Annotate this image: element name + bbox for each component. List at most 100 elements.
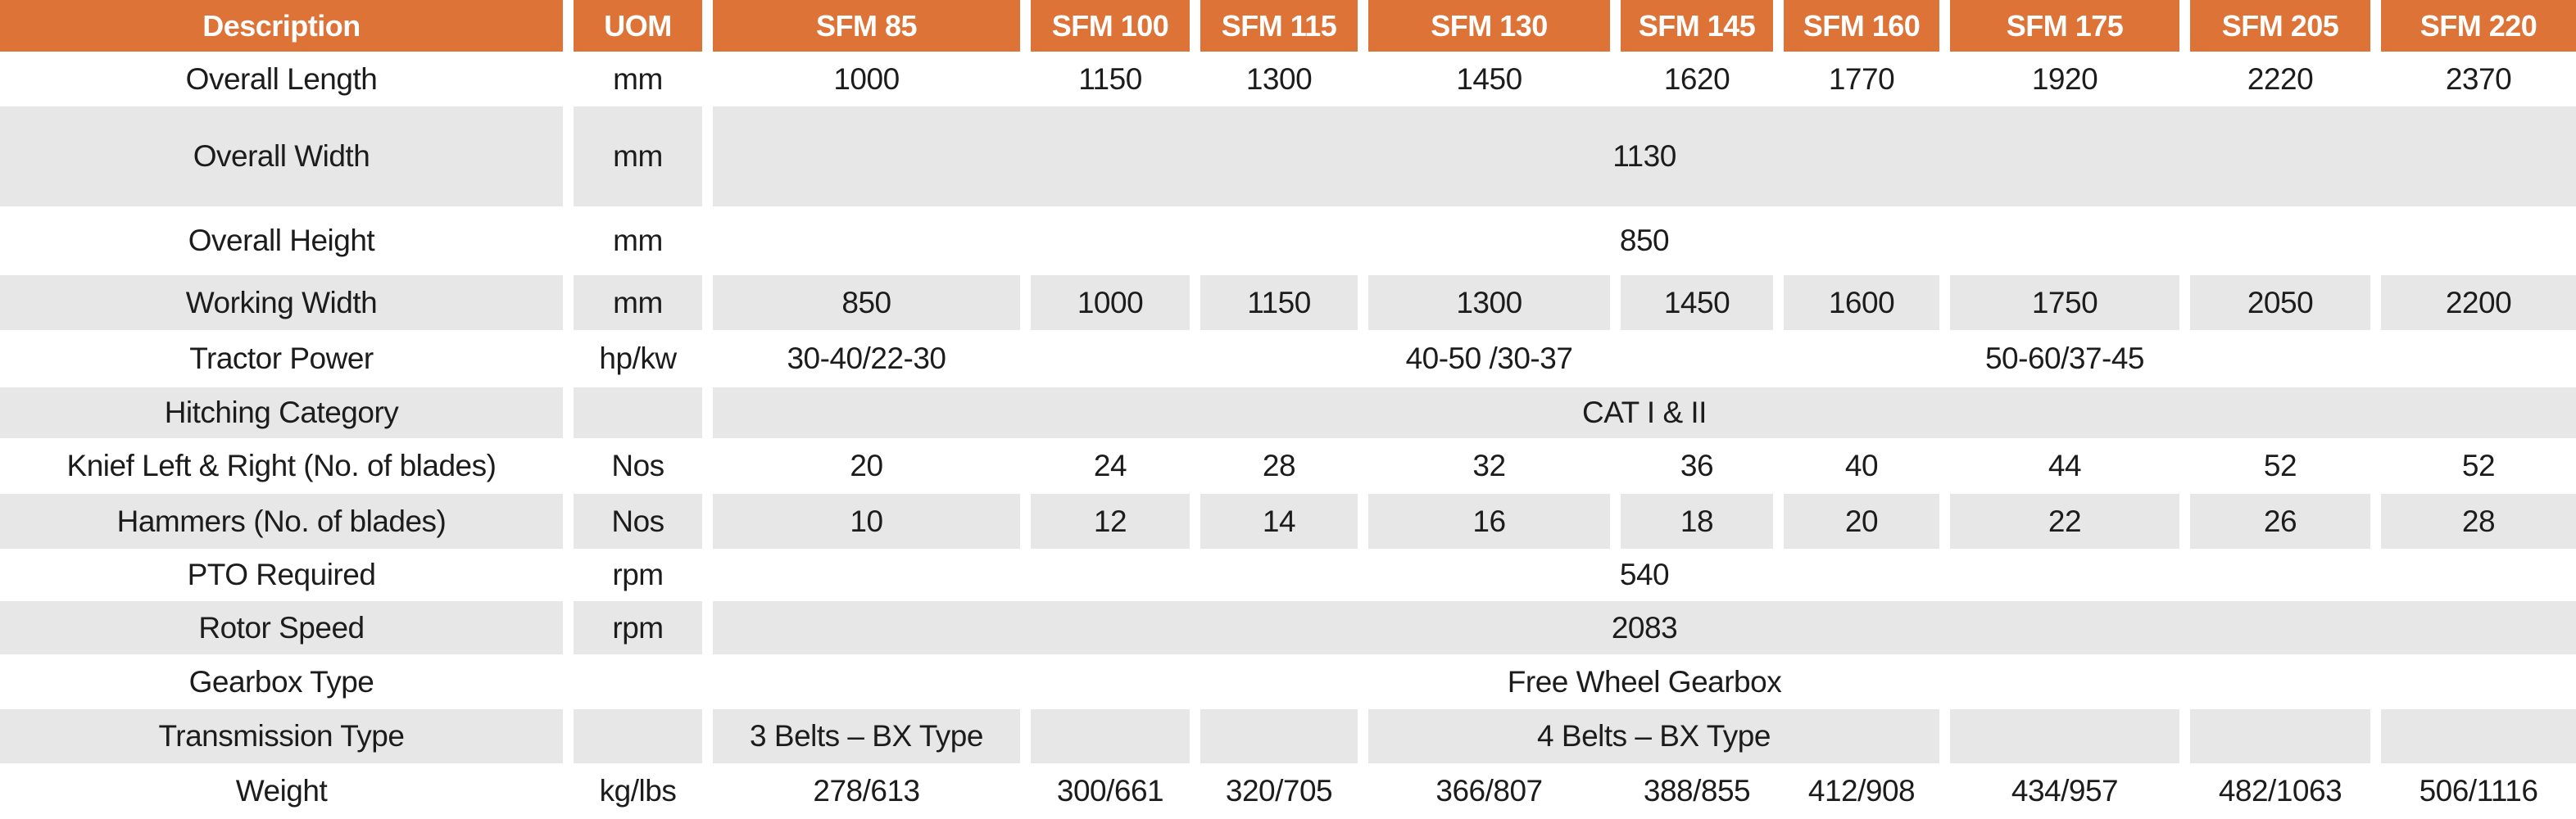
row-label: Overall Width [0, 106, 574, 206]
table-row-overall-height: Overall Height mm 850 [0, 206, 2576, 275]
spec-value-cell-merged: 1130 [713, 106, 2576, 206]
spec-value-cell [1200, 330, 1368, 387]
row-uom: Nos [574, 438, 713, 494]
spec-value-cell: 22 [1950, 494, 2190, 549]
col-header-description: Description [0, 0, 574, 52]
row-uom: rpm [574, 549, 713, 601]
spec-value-cell: 44 [1950, 438, 2190, 494]
spec-value-cell: 1300 [1200, 52, 1368, 106]
spec-value-cell: 506/1116 [2381, 763, 2576, 819]
spec-value-cell [1031, 709, 1200, 763]
spec-value-cell [1950, 709, 2190, 763]
col-header-sfm-220: SFM 220 [2381, 0, 2576, 52]
row-label: Weight [0, 763, 574, 819]
spec-value-cell-merged: 540 [713, 549, 2576, 601]
row-label: Transmission Type [0, 709, 574, 763]
table-row-weight: Weight kg/lbs 278/613 300/661 320/705 366/807… [0, 763, 2576, 819]
row-label: Hammers (No. of blades) [0, 494, 574, 549]
row-label: Working Width [0, 275, 574, 330]
col-header-sfm-145: SFM 145 [1621, 0, 1784, 52]
col-header-uom: UOM [574, 0, 713, 52]
spec-value-cell: 1150 [1200, 275, 1368, 330]
table-row-hammers-no-of-blades: Hammers (No. of blades) Nos 10 12 14 16 18 20 22… [0, 494, 2576, 549]
spec-value-cell: 20 [1784, 494, 1950, 549]
row-uom [574, 654, 713, 709]
spec-value-cell: 12 [1031, 494, 1200, 549]
spec-value-cell [2381, 709, 2576, 763]
row-label: Gearbox Type [0, 654, 574, 709]
spec-value-cell: 320/705 [1200, 763, 1368, 819]
spec-value-cell: 2370 [2381, 52, 2576, 106]
spec-value-cell-merged: CAT I & II [713, 387, 2576, 438]
spec-value-cell: 1300 [1368, 275, 1621, 330]
table-row-overall-length: Overall Length mm 1000 1150 1300 1450 1620 1770… [0, 52, 2576, 106]
row-label: Overall Height [0, 206, 574, 275]
col-header-sfm-115: SFM 115 [1200, 0, 1368, 52]
spec-value-cell: 1770 [1784, 52, 1950, 106]
row-label: Overall Length [0, 52, 574, 106]
table-row-transmission-type: Transmission Type 3 Belts – BX Type 4 Belt… [0, 709, 2576, 763]
row-uom: kg/lbs [574, 763, 713, 819]
spec-value-cell [1784, 330, 1950, 387]
spec-value-cell: 14 [1200, 494, 1368, 549]
spec-value-cell: 1920 [1950, 52, 2190, 106]
row-uom: Nos [574, 494, 713, 549]
col-header-sfm-100: SFM 100 [1031, 0, 1200, 52]
table-row-working-width: Working Width mm 850 1000 1150 1300 1450 1600 17… [0, 275, 2576, 330]
spec-value-cell: 28 [1200, 438, 1368, 494]
row-uom: mm [574, 206, 713, 275]
spec-value-cell: 434/957 [1950, 763, 2190, 819]
spec-value-cell: 412/908 [1784, 763, 1950, 819]
spec-value-cell: 388/855 [1621, 763, 1784, 819]
spec-value-cell [2190, 330, 2381, 387]
spec-value-cell: 24 [1031, 438, 1200, 494]
table-row-overall-width: Overall Width mm 1130 [0, 106, 2576, 206]
spec-value-cell: 40-50 /30-37 [1368, 330, 1621, 387]
spec-value-cell-merged: 2083 [713, 601, 2576, 654]
spec-value-cell-merged: Free Wheel Gearbox [713, 654, 2576, 709]
table-row-hitching-category: Hitching Category CAT I & II [0, 387, 2576, 438]
spec-value-cell: 2050 [2190, 275, 2381, 330]
row-uom: mm [574, 106, 713, 206]
spec-value-cell [2381, 330, 2576, 387]
table-row-gearbox-type: Gearbox Type Free Wheel Gearbox [0, 654, 2576, 709]
row-uom: hp/kw [574, 330, 713, 387]
table-row-knief-left-right-no-of-blades: Knief Left & Right (No. of blades) Nos 20 2… [0, 438, 2576, 494]
spec-value-cell: 1450 [1368, 52, 1621, 106]
spec-value-cell: 1600 [1784, 275, 1950, 330]
spec-value-cell [2190, 709, 2381, 763]
spec-value-cell: 32 [1368, 438, 1621, 494]
spec-value-cell: 10 [713, 494, 1031, 549]
spec-value-cell [1621, 330, 1784, 387]
row-uom [574, 387, 713, 438]
spec-value-cell: 40 [1784, 438, 1950, 494]
row-uom: mm [574, 52, 713, 106]
row-label: Hitching Category [0, 387, 574, 438]
spec-value-cell [1031, 330, 1200, 387]
spec-value-cell: 28 [2381, 494, 2576, 549]
spec-value-cell: 1150 [1031, 52, 1200, 106]
row-uom: rpm [574, 601, 713, 654]
spec-value-cell: 52 [2190, 438, 2381, 494]
row-label: PTO Required [0, 549, 574, 601]
spec-value-cell: 482/1063 [2190, 763, 2381, 819]
table-row-pto-required: PTO Required rpm 540 [0, 549, 2576, 601]
spec-value-cell: 30-40/22-30 [713, 330, 1031, 387]
table-row-tractor-power: Tractor Power hp/kw 30-40/22-30 40-50 /30-3… [0, 330, 2576, 387]
spec-value-cell-merged: 850 [713, 206, 2576, 275]
spec-value-cell: 300/661 [1031, 763, 1200, 819]
spec-value-cell: 1620 [1621, 52, 1784, 106]
row-uom: mm [574, 275, 713, 330]
spec-value-cell: 2200 [2381, 275, 2576, 330]
spec-value-cell: 850 [713, 275, 1031, 330]
spec-value-cell: 50-60/37-45 [1950, 330, 2190, 387]
col-header-sfm-85: SFM 85 [713, 0, 1031, 52]
row-label: Rotor Speed [0, 601, 574, 654]
spec-value-cell: 1450 [1621, 275, 1784, 330]
row-label: Tractor Power [0, 330, 574, 387]
col-header-sfm-205: SFM 205 [2190, 0, 2381, 52]
spec-value-cell: 366/807 [1368, 763, 1621, 819]
spec-value-cell: 1000 [1031, 275, 1200, 330]
spec-value-cell-merged: 4 Belts – BX Type [1368, 709, 1950, 763]
